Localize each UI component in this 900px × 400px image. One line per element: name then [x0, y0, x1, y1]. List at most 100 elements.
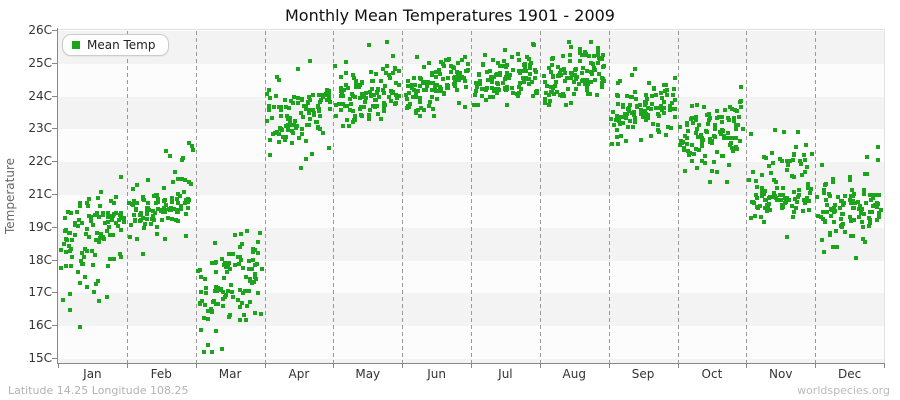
- data-point: [823, 182, 828, 187]
- data-point: [759, 172, 764, 177]
- data-point: [187, 140, 191, 145]
- data-point: [672, 97, 677, 102]
- data-point: [773, 128, 778, 133]
- y-tick-label: 22C: [28, 154, 52, 169]
- data-point: [688, 151, 693, 156]
- data-point: [311, 112, 316, 117]
- data-point: [790, 174, 794, 179]
- data-point: [631, 110, 636, 115]
- y-tick-label: 19C: [28, 219, 52, 234]
- data-point: [759, 214, 764, 219]
- data-point: [243, 317, 248, 322]
- data-point: [166, 215, 171, 220]
- data-point: [444, 58, 449, 63]
- data-point: [339, 85, 344, 90]
- data-point: [507, 73, 512, 78]
- data-point: [820, 237, 825, 242]
- data-point: [406, 104, 411, 109]
- data-point: [831, 244, 836, 249]
- data-point: [271, 105, 276, 110]
- data-point: [99, 232, 104, 237]
- data-point: [341, 101, 346, 106]
- data-point: [534, 89, 539, 94]
- data-point: [580, 70, 585, 75]
- data-point: [691, 120, 696, 125]
- data-point: [600, 81, 605, 86]
- data-point: [521, 76, 526, 81]
- data-point: [625, 93, 630, 98]
- data-point: [875, 204, 880, 209]
- data-point: [721, 153, 726, 158]
- data-point: [572, 91, 577, 96]
- data-point: [602, 79, 607, 84]
- data-point: [244, 274, 249, 279]
- data-point: [454, 87, 459, 92]
- data-point: [176, 192, 181, 197]
- data-point: [239, 232, 244, 237]
- data-point: [327, 97, 332, 102]
- data-point: [383, 70, 388, 75]
- data-point: [68, 263, 73, 268]
- data-point: [106, 220, 111, 225]
- data-point: [361, 105, 366, 110]
- data-point: [458, 71, 463, 76]
- data-point: [183, 211, 188, 216]
- month-label: Feb: [150, 367, 172, 381]
- data-point: [316, 104, 321, 109]
- data-point: [152, 194, 157, 199]
- data-point: [270, 115, 275, 120]
- data-point: [174, 209, 179, 214]
- y-tick-label: 15C: [28, 351, 52, 365]
- data-point: [504, 102, 509, 107]
- data-point: [646, 115, 651, 120]
- data-point: [617, 119, 622, 123]
- data-point: [199, 289, 204, 294]
- data-point: [215, 289, 220, 294]
- data-point: [279, 128, 284, 133]
- data-point: [317, 114, 322, 119]
- data-point: [497, 63, 502, 68]
- data-point: [146, 201, 151, 206]
- data-point: [841, 221, 846, 226]
- data-point: [601, 64, 606, 69]
- data-point: [68, 308, 73, 313]
- data-point: [173, 170, 178, 175]
- data-point: [367, 108, 372, 113]
- data-point: [564, 75, 569, 80]
- data-point: [864, 171, 869, 176]
- data-point: [861, 192, 866, 197]
- data-point: [405, 84, 410, 89]
- data-point: [252, 310, 257, 315]
- data-point: [781, 192, 786, 197]
- data-point: [631, 113, 636, 118]
- data-point: [699, 132, 704, 137]
- data-point: [562, 70, 567, 75]
- data-point: [414, 90, 419, 95]
- data-point: [353, 84, 358, 89]
- data-point: [86, 214, 91, 219]
- data-point: [134, 200, 139, 205]
- data-point: [343, 71, 348, 76]
- data-point: [81, 254, 86, 259]
- chart-title: Monthly Mean Temperatures 1901 - 2009: [285, 6, 615, 25]
- data-point: [596, 52, 601, 57]
- data-point: [633, 96, 638, 101]
- data-point: [101, 210, 106, 215]
- data-point: [465, 61, 470, 66]
- data-point: [306, 111, 311, 115]
- data-point: [445, 85, 450, 90]
- data-point: [494, 73, 499, 78]
- data-point: [117, 217, 122, 222]
- data-point: [97, 298, 102, 303]
- data-point: [77, 200, 82, 205]
- y-tick-mark: [52, 358, 58, 359]
- data-point: [108, 198, 113, 203]
- data-point: [857, 203, 862, 208]
- data-point: [342, 87, 347, 92]
- x-tick-mark: [815, 364, 817, 368]
- data-point: [792, 175, 797, 180]
- data-point: [727, 104, 732, 109]
- data-point: [119, 215, 124, 220]
- data-point: [669, 101, 674, 106]
- data-point: [320, 94, 325, 99]
